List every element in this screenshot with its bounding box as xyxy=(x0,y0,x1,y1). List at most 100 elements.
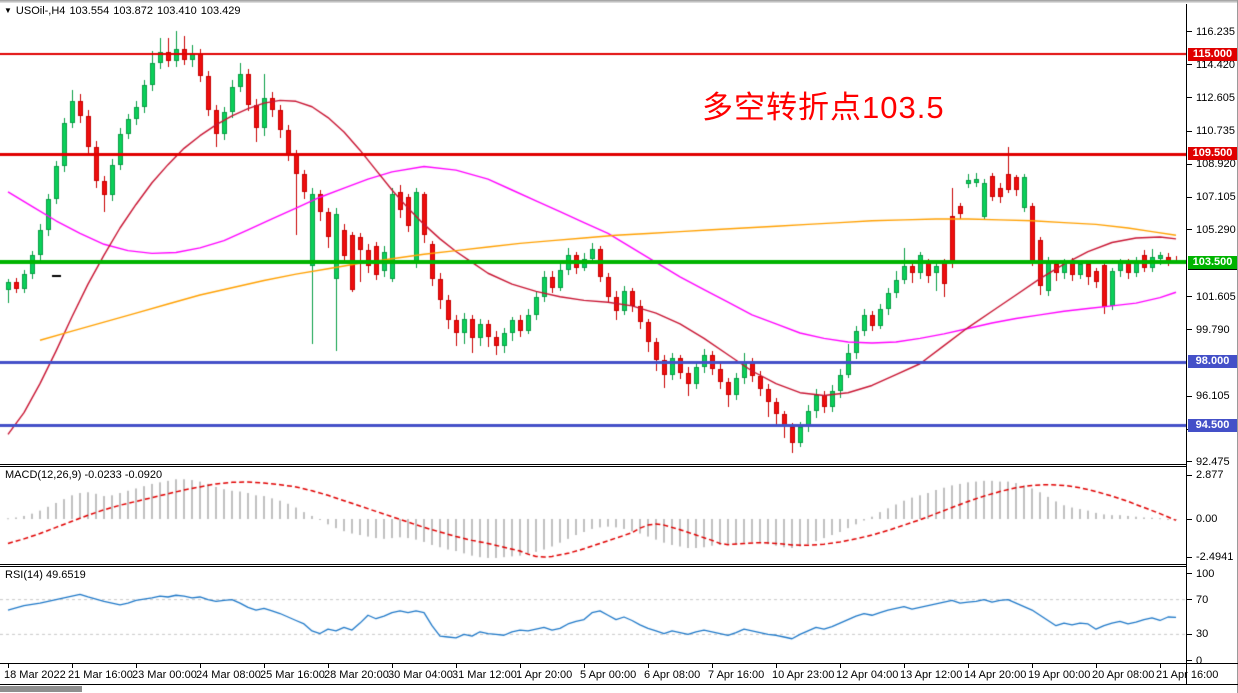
rsi-label: RSI(14) 49.6519 xyxy=(5,569,86,581)
macd-tick-mark xyxy=(1187,474,1192,476)
time-tick-label: 21 Mar 16:00 xyxy=(68,669,133,681)
price-tick-label: 107.105 xyxy=(1196,191,1236,204)
time-axis[interactable]: 18 Mar 2022 21 Mar 16:00 23 Mar 00:00 24 Ma… xyxy=(0,664,1218,684)
rsi-tick-mark xyxy=(1187,660,1192,661)
level-price-tag[interactable]: 98.000 xyxy=(1188,355,1237,369)
time-tick-mark xyxy=(200,664,201,668)
time-tick-mark xyxy=(392,664,393,668)
price-tick-label: 116.235 xyxy=(1196,25,1235,38)
price-tick-mark xyxy=(1187,130,1192,132)
price-tick-mark xyxy=(1187,64,1192,66)
symbol-dropdown-icon[interactable]: ▼ xyxy=(4,6,12,15)
macd-tick-mark xyxy=(1187,556,1192,558)
time-tick-mark xyxy=(72,664,73,668)
pane-separator[interactable] xyxy=(0,566,1186,567)
time-tick-mark xyxy=(712,664,713,668)
time-tick-mark xyxy=(1160,664,1161,668)
time-tick-label: 19 Apr 00:00 xyxy=(1028,669,1091,681)
time-tick-label: 20 Apr 08:00 xyxy=(1092,669,1155,681)
price-tick-mark xyxy=(1187,329,1192,331)
rsi-tick-mark xyxy=(1187,599,1192,601)
ohlc-close: 103.429 xyxy=(200,5,241,17)
time-tick-mark xyxy=(456,664,457,668)
time-tick-mark xyxy=(776,664,777,668)
time-tick-mark xyxy=(8,664,9,668)
level-price-tag[interactable]: 115.000 xyxy=(1188,47,1237,61)
price-tick-label: 96.105 xyxy=(1196,390,1230,403)
time-tick-mark xyxy=(1096,664,1097,668)
time-tick-mark xyxy=(968,664,969,668)
time-tick-mark xyxy=(328,664,329,668)
rsi-name: RSI(14) xyxy=(5,569,43,581)
ohlc-open: 103.554 xyxy=(69,5,110,17)
macd-tick-mark xyxy=(1187,518,1192,520)
time-tick-mark xyxy=(136,664,137,668)
price-tick-label: 108.920 xyxy=(1196,158,1236,171)
time-tick-label: 6 Apr 08:00 xyxy=(644,669,701,681)
time-tick-label: 30 Mar 04:00 xyxy=(388,669,453,681)
chart-text-annotation[interactable]: 多空转折点103.5 xyxy=(702,90,945,125)
pane-separator[interactable] xyxy=(0,466,1186,467)
price-tick-label: 112.605 xyxy=(1196,91,1235,104)
time-tick-label: 21 Apr 16:00 xyxy=(1156,669,1219,681)
time-tick-label: 18 Mar 2022 xyxy=(4,669,66,681)
time-tick-label: 31 Mar 12:00 xyxy=(452,669,517,681)
time-tick-label: 24 Mar 08:00 xyxy=(196,669,261,681)
symbol-period-label: USOil-,H4 xyxy=(15,5,66,17)
time-tick-label: 10 Apr 23:00 xyxy=(772,669,835,681)
time-tick-label: 28 Mar 20:00 xyxy=(324,669,389,681)
price-tick-mark xyxy=(1187,229,1192,231)
price-tick-mark xyxy=(1187,31,1192,33)
price-tick-mark xyxy=(1187,461,1192,463)
rsi-tick-label: 30 xyxy=(1196,628,1209,641)
price-tick-mark xyxy=(1187,196,1192,198)
price-tick-label: 110.735 xyxy=(1196,125,1235,138)
rsi-tick-label: 0 xyxy=(1196,654,1203,667)
price-tick-label: 114.420 xyxy=(1196,58,1235,71)
rsi-tick-label: 70 xyxy=(1196,593,1209,606)
level-price-tag[interactable]: 109.500 xyxy=(1188,147,1237,161)
time-tick-mark xyxy=(904,664,905,668)
time-tick-mark xyxy=(648,664,649,668)
ohlc-low: 103.410 xyxy=(156,5,197,17)
price-tick-mark xyxy=(1187,163,1192,165)
time-tick-label: 12 Apr 04:00 xyxy=(836,669,899,681)
pane-separator[interactable] xyxy=(0,564,1186,565)
time-tick-mark xyxy=(264,664,265,668)
rsi-tick-mark xyxy=(1187,633,1192,635)
price-axis-line xyxy=(1186,4,1187,684)
macd-tick-label: 2.877 xyxy=(1196,469,1224,482)
time-tick-mark xyxy=(520,664,521,668)
time-tick-label: 23 Mar 00:00 xyxy=(132,669,197,681)
ohlc-high: 103.872 xyxy=(113,5,153,17)
time-tick-label: 7 Apr 16:00 xyxy=(708,669,765,681)
time-tick-label: 25 Mar 16:00 xyxy=(260,669,325,681)
rsi-tick-mark xyxy=(1187,573,1192,574)
macd-label: MACD(12,26,9) -0.0233 -0.0920 xyxy=(5,469,162,481)
price-tick-label: 92.475 xyxy=(1196,455,1230,468)
price-tick-mark xyxy=(1187,97,1192,99)
time-tick-mark xyxy=(584,664,585,668)
rsi-value: 49.6519 xyxy=(45,569,86,581)
time-tick-mark xyxy=(1032,664,1033,668)
price-tick-label: 99.790 xyxy=(1196,323,1230,336)
pane-separator[interactable] xyxy=(0,464,1186,465)
time-tick-label: 1 Apr 20:00 xyxy=(516,669,573,681)
price-tick-mark xyxy=(1187,395,1192,397)
macd-name: MACD(12,26,9) xyxy=(5,469,82,481)
price-tick-mark xyxy=(1187,296,1192,298)
time-tick-label: 5 Apr 00:00 xyxy=(580,669,637,681)
time-tick-mark xyxy=(840,664,841,668)
time-tick-label: 14 Apr 20:00 xyxy=(964,669,1027,681)
level-price-tag[interactable]: 103.500 xyxy=(1188,255,1237,269)
chart-canvas[interactable] xyxy=(0,0,1186,693)
macd-tick-label: 0.00 xyxy=(1196,513,1218,525)
pane-separator xyxy=(0,663,1238,664)
level-price-tag[interactable]: 94.500 xyxy=(1188,418,1237,432)
macd-tick-label: -2.4941 xyxy=(1196,551,1234,564)
price-tick-label: 101.605 xyxy=(1196,290,1236,303)
chart-title: ▼ USOil-,H4 103.554 103.872 103.410 103.429 xyxy=(4,5,245,17)
price-tick-label: 105.290 xyxy=(1196,223,1236,236)
rsi-tick-label: 100 xyxy=(1196,567,1215,580)
